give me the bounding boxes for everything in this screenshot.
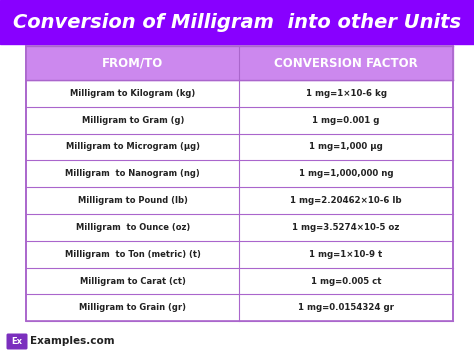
Bar — [0, 0, 474, 44]
Bar — [26, 46, 453, 321]
Text: Milligram  to Ounce (oz): Milligram to Ounce (oz) — [75, 223, 190, 232]
Text: FROM/TO: FROM/TO — [102, 56, 164, 70]
Text: CONVERSION FACTOR: CONVERSION FACTOR — [274, 56, 418, 70]
Text: 1 mg=1×10-9 t: 1 mg=1×10-9 t — [310, 250, 383, 259]
Text: 1 mg=0.005 ct: 1 mg=0.005 ct — [311, 277, 381, 285]
Text: Examples.com: Examples.com — [30, 337, 115, 346]
Text: 1 mg=1×10-6 kg: 1 mg=1×10-6 kg — [306, 89, 386, 98]
FancyBboxPatch shape — [7, 333, 27, 350]
Text: 1 mg=1,000 µg: 1 mg=1,000 µg — [309, 142, 383, 152]
Text: Conversion of Milligram  into other Units: Conversion of Milligram into other Units — [13, 13, 461, 32]
Text: 1 mg=2.20462×10-6 lb: 1 mg=2.20462×10-6 lb — [290, 196, 402, 205]
Text: Milligram to Pound (lb): Milligram to Pound (lb) — [78, 196, 188, 205]
Text: 1 mg=0.0154324 gr: 1 mg=0.0154324 gr — [298, 304, 394, 312]
Text: Milligram to Kilogram (kg): Milligram to Kilogram (kg) — [70, 89, 195, 98]
Text: Milligram  to Nanogram (ng): Milligram to Nanogram (ng) — [65, 169, 200, 178]
Text: Milligram to Gram (g): Milligram to Gram (g) — [82, 116, 184, 125]
Bar — [26, 46, 453, 80]
Text: Milligram to Grain (gr): Milligram to Grain (gr) — [79, 304, 186, 312]
Text: 1 mg=0.001 g: 1 mg=0.001 g — [312, 116, 380, 125]
Text: Milligram to Carat (ct): Milligram to Carat (ct) — [80, 277, 186, 285]
Text: Milligram  to Ton (metric) (t): Milligram to Ton (metric) (t) — [65, 250, 201, 259]
Text: 1 mg=1,000,000 ng: 1 mg=1,000,000 ng — [299, 169, 393, 178]
Text: 1 mg=3.5274×10-5 oz: 1 mg=3.5274×10-5 oz — [292, 223, 400, 232]
Text: Ex: Ex — [11, 337, 22, 346]
Text: Milligram to Microgram (µg): Milligram to Microgram (µg) — [66, 142, 200, 152]
